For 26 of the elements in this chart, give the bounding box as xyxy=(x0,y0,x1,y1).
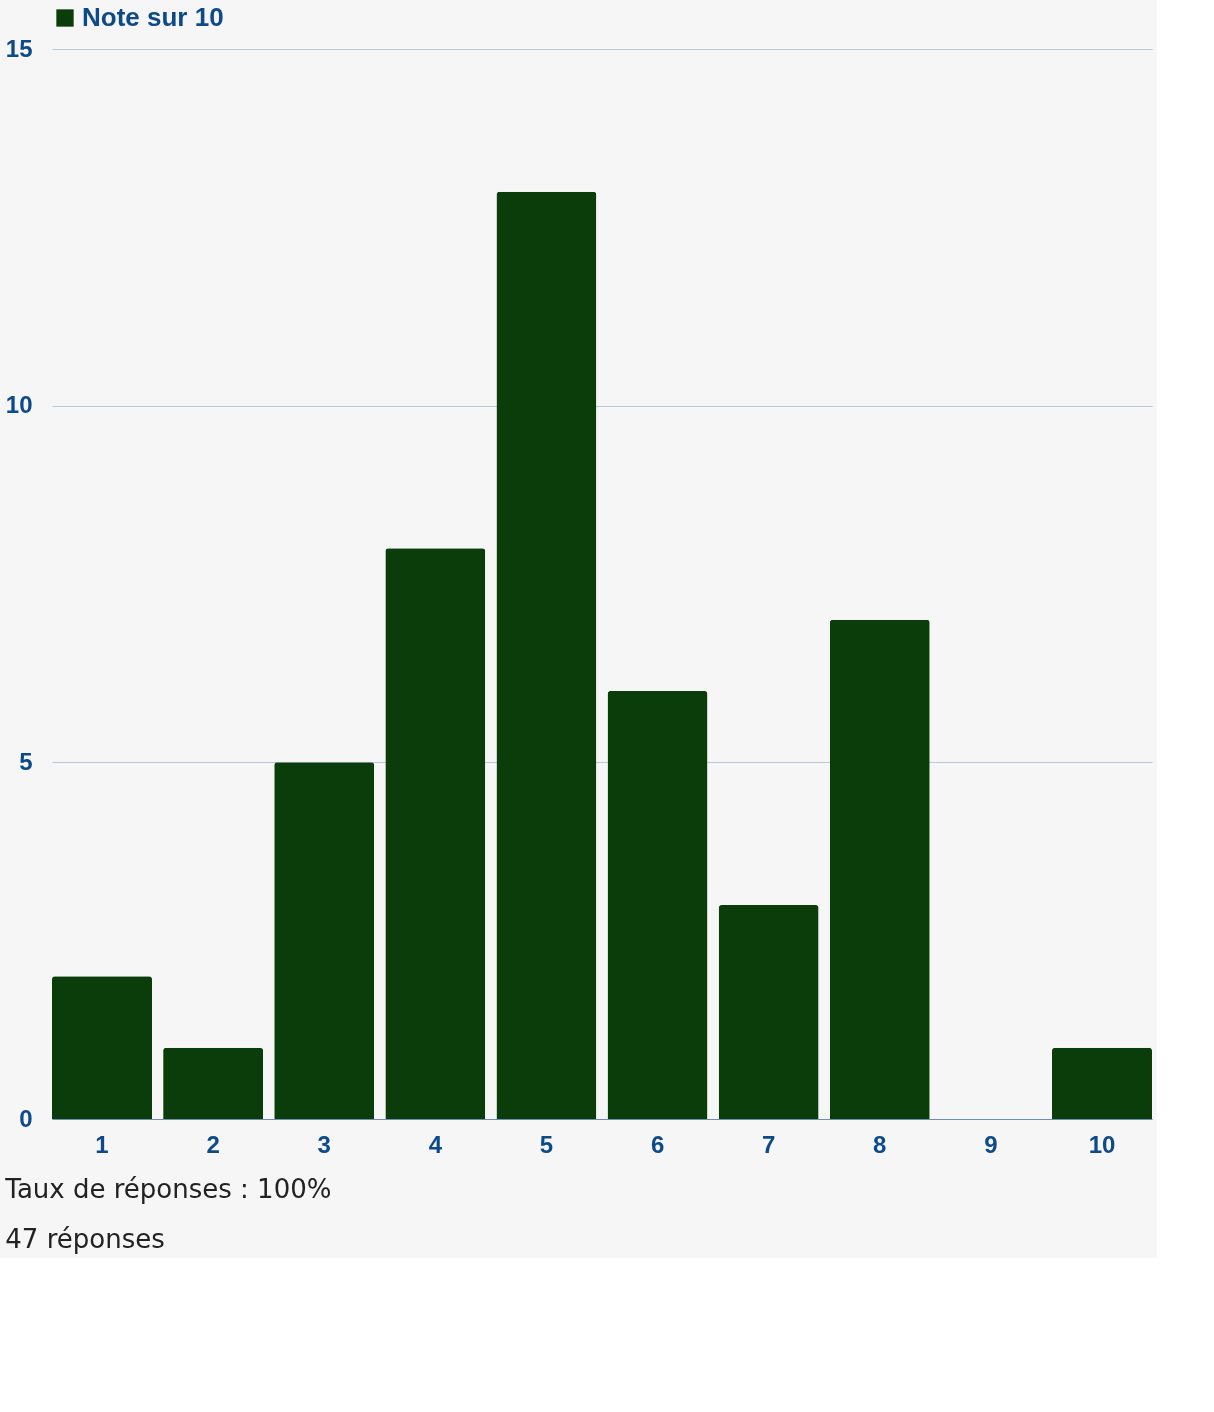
bar xyxy=(829,619,930,1119)
x-tick-label: 8 xyxy=(873,1130,887,1158)
legend-label: Note sur 10 xyxy=(82,2,224,32)
x-tick-label: 6 xyxy=(650,1130,665,1158)
bar xyxy=(718,905,819,1119)
bar xyxy=(52,976,152,1119)
text: Taux de réponses : 100% xyxy=(4,1174,332,1204)
y-tick-label: 15 xyxy=(5,34,33,62)
bar xyxy=(163,1047,264,1119)
y-tick-label: 5 xyxy=(19,747,33,775)
bar xyxy=(385,548,486,1119)
x-tick-label: 5 xyxy=(539,1130,554,1158)
x-tick-label: 4 xyxy=(428,1130,443,1158)
text: 47 réponses xyxy=(5,1224,165,1254)
x-tick-label: 3 xyxy=(317,1130,331,1158)
bar xyxy=(274,762,375,1119)
x-tick-label: 7 xyxy=(761,1130,776,1158)
x-tick-label: 2 xyxy=(206,1130,220,1158)
bar xyxy=(607,691,708,1119)
bar xyxy=(1052,1047,1152,1119)
y-tick-label: 0 xyxy=(19,1104,33,1132)
x-tick-label: 1 xyxy=(95,1130,109,1158)
bar xyxy=(496,191,597,1119)
y-tick-label: 10 xyxy=(5,391,33,419)
x-tick-label: 10 xyxy=(1088,1130,1116,1158)
x-tick-label: 9 xyxy=(984,1130,998,1158)
